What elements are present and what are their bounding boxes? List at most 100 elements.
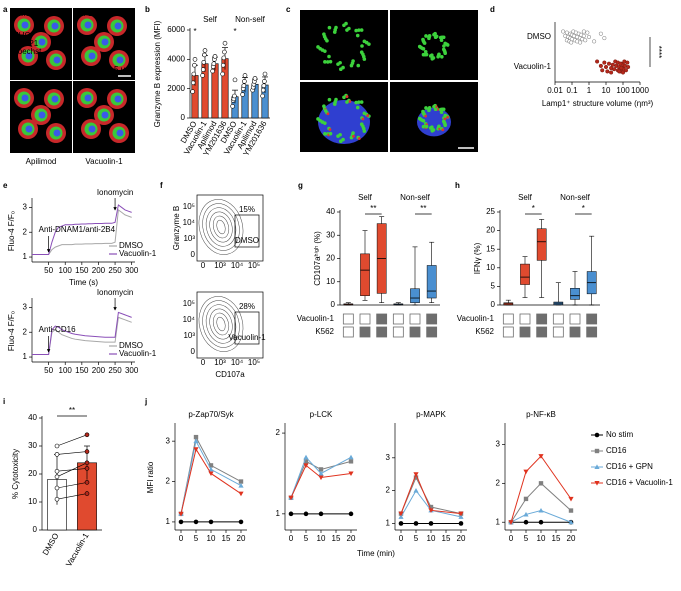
data-point [603,64,609,70]
gate-label: Vacuolin-1 [228,333,266,342]
lamp1-granule [421,47,426,51]
data-point [192,62,197,68]
x-tick-label: 250 [108,266,122,275]
data-point [605,69,610,74]
y-tick-label: 4000 [167,54,185,63]
data-point [242,73,248,78]
data-point [626,64,631,70]
channel-label: MHC [12,31,30,40]
y-tick-label: 20 [486,226,495,235]
significance: ** [420,204,426,213]
y-tick-label: 0 [181,113,186,122]
box [360,253,370,296]
lamp1-granule [338,60,342,65]
data-point [192,57,198,62]
marker [238,491,244,497]
image-label: DMSO [303,12,327,21]
data-point [581,33,586,38]
flow-tick-label: 0 [191,347,196,356]
lamp1-granule [332,30,337,34]
y-tick-label: 20 [326,254,335,263]
data-point [54,474,60,480]
y-axis-label: Fluo-4 F/F₀ [7,311,16,351]
legend-label: CD16 + GPN [606,462,653,471]
y-axis-label: Fluo-4 F/F₀ [7,211,16,251]
x-tick-label: 20 [457,534,466,543]
series-line [510,482,572,523]
data-point [261,83,267,89]
lamp1-granule [439,110,444,115]
contour [212,312,230,336]
cell-nucleus [88,125,96,133]
data-point [602,60,607,65]
condition-cell [536,326,548,338]
data-point [54,443,60,449]
x-tick-label: 5 [414,534,419,543]
marker [303,459,309,464]
channel-label: Hoechst [12,47,42,56]
marker [594,432,600,438]
lamp1-granule [359,122,364,126]
x-tick-label: 0.01 [547,86,563,95]
flow-plot [196,291,264,359]
cell-nucleus [114,95,122,103]
x-tick-label: 15 [332,534,341,543]
condition-label: Vacuolin-1 [457,314,495,323]
marker [523,511,529,517]
lamp1-granule [438,107,443,112]
marker [208,463,214,468]
data-point [54,452,60,457]
flow-tick-label: 0 [191,250,196,259]
lamp1-granule [323,60,327,64]
data-point [617,69,622,74]
condition-cell [359,313,371,325]
x-tick-label: 50 [44,266,53,275]
gzmb-granule [328,128,332,131]
y-tick-label: 3 [496,440,501,449]
gzmb-granule [446,115,449,119]
data-point [222,40,228,46]
marker [348,511,354,517]
x-tick-label: 15 [552,534,561,543]
flow-tick-label: 0 [201,261,206,270]
group-label: Non-self [400,193,431,202]
contour [216,316,226,332]
marker [594,464,600,469]
x-tick-label: 5 [194,534,199,543]
marker [594,448,600,454]
lamp1-granule [432,104,436,109]
condition-cell [552,326,564,338]
series-line [180,439,242,514]
annotation: Ionomycin [97,288,133,297]
series-line [510,455,572,523]
data-point [190,80,196,86]
data-point [260,93,265,99]
image-label: Vacuolin-1 [85,157,123,166]
marker [318,511,324,517]
data-point [200,67,206,72]
cell-nucleus [101,111,109,119]
paired-line [56,434,88,447]
scale-label: 5 μm [114,65,132,74]
lamp1-granule [351,131,355,135]
lamp1-granule [341,137,345,142]
significance: * [532,204,535,213]
lamp1-granule [355,33,360,38]
lamp1-granule [341,65,345,70]
x-tick-label: 20 [347,534,356,543]
marker [193,434,199,440]
cell-nucleus [38,111,46,119]
data-point [623,68,629,73]
y-tick-label: 2 [166,477,171,486]
significance: ** [69,406,75,415]
y-tick-label: 2 [23,327,28,336]
data-point [84,466,90,471]
cell-nucleus [21,94,29,102]
data-point [610,62,615,67]
flow-tick-label: 0 [201,358,206,367]
x-tick-label: 10 [602,86,611,95]
y-axis-label: CD107aʰⁱᵍʰ (%) [313,231,322,286]
data-point [564,30,569,35]
marker [538,481,544,486]
lamp1-granule [424,34,428,38]
